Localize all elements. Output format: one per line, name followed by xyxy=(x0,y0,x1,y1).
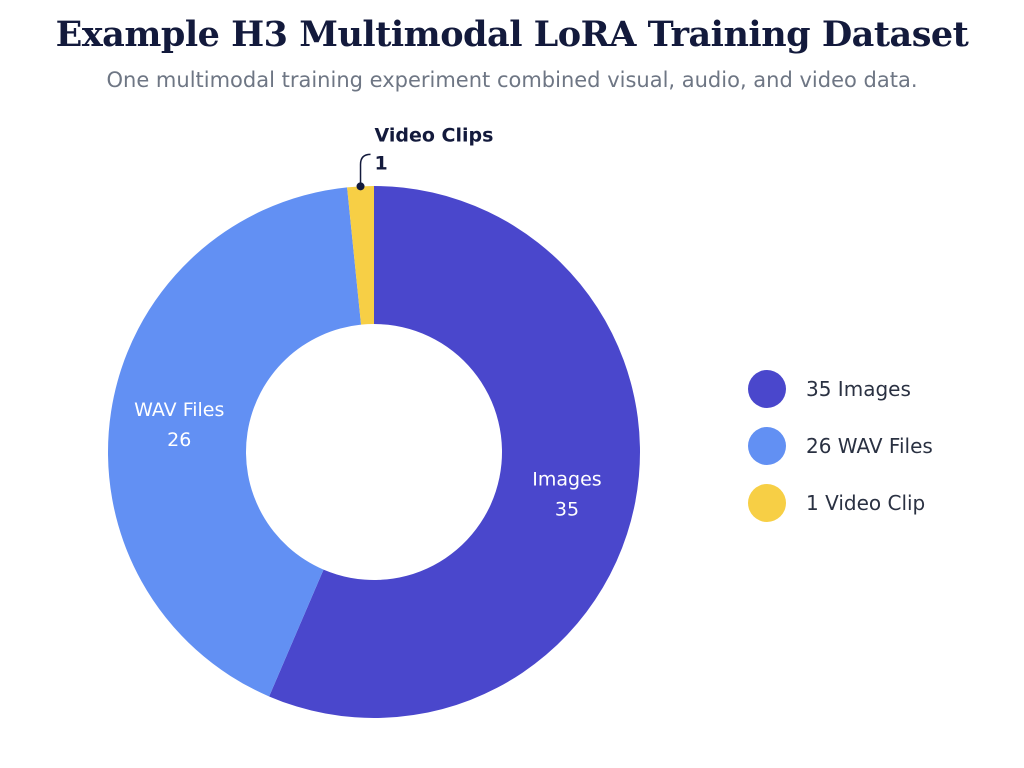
chart-legend: 35 Images 26 WAV Files 1 Video Clip xyxy=(748,370,1008,541)
slice-images xyxy=(269,186,641,718)
legend-swatch xyxy=(748,427,786,465)
slice-label-wav-files: WAV Files xyxy=(134,399,224,421)
legend-label: 35 Images xyxy=(806,377,911,401)
legend-item: 1 Video Clip xyxy=(748,484,1008,522)
donut-slices xyxy=(108,186,641,718)
callout-line xyxy=(359,153,371,187)
slice-label-video-clips: Video Clips xyxy=(375,124,494,146)
legend-item: 26 WAV Files xyxy=(748,427,1008,465)
legend-label: 26 WAV Files xyxy=(806,434,933,458)
slice-label-images: Images xyxy=(532,469,601,491)
slice-wav-files xyxy=(108,187,362,697)
legend-swatch xyxy=(748,370,786,408)
legend-swatch xyxy=(748,484,786,522)
slice-labels: Images 35 WAV Files 26 Video Clips 1 xyxy=(134,124,602,520)
slice-value-wav-files: 26 xyxy=(167,429,191,451)
chart-subtitle: One multimodal training experiment combi… xyxy=(106,68,918,92)
slice-video-clips xyxy=(347,186,374,325)
legend-item: 35 Images xyxy=(748,370,1008,408)
slice-value-images: 35 xyxy=(555,499,579,521)
slice-value-video-clips: 1 xyxy=(375,152,388,174)
legend-label: 1 Video Clip xyxy=(806,491,926,515)
chart-title: Example H3 Multimodal LoRA Training Data… xyxy=(55,14,969,55)
callout-group xyxy=(356,153,371,191)
